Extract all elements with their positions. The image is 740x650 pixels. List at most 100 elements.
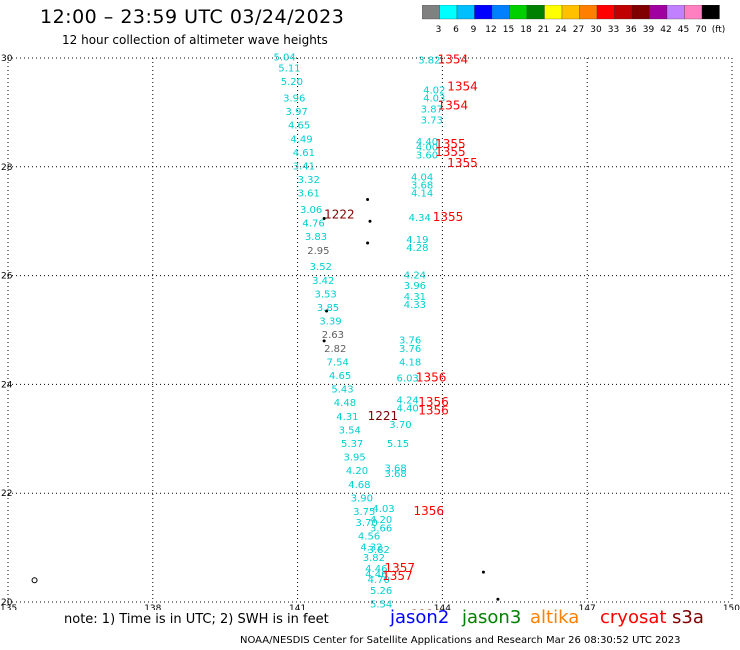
swh-value: 4.20 (370, 515, 392, 526)
x-tick-label: 138 (144, 604, 161, 610)
swh-value: 3.83 (305, 232, 327, 243)
swh-value: 5.04 (273, 53, 295, 64)
satellite-s3a: s3a (672, 607, 704, 628)
island-mark (322, 216, 326, 220)
swh-value: 4.20 (346, 466, 368, 477)
island-mark (496, 597, 500, 601)
pass-id-label: 1354 (438, 99, 469, 113)
swh-value: 3.73 (421, 115, 443, 126)
note-text: note: 1) Time is in UTC; 2) SWH is in fe… (64, 612, 329, 627)
legend-label: 21 (538, 25, 549, 35)
swh-value: 3.06 (300, 205, 322, 216)
pass-id-label: 1357 (382, 569, 413, 583)
swh-value: 4.70 (368, 575, 390, 586)
swh-value: 4.03 (372, 504, 394, 515)
swh-value: 2.63 (322, 330, 344, 341)
swh-value: 4.49 (290, 134, 312, 145)
swh-value: 4.61 (293, 148, 315, 159)
swh-value: 3.75 (353, 507, 375, 518)
y-tick-label: 26 (1, 272, 13, 282)
credit-line: NOAA/NESDIS Center for Satellite Applica… (240, 635, 681, 646)
swh-value: 4.33 (404, 300, 426, 311)
legend-label: 15 (503, 25, 514, 35)
legend-label: 45 (678, 25, 689, 35)
y-tick-label: 20 (1, 598, 13, 608)
swh-value: 3.70 (389, 420, 411, 431)
pass-id-label: 1221 (368, 409, 399, 423)
swh-value: 3.41 (293, 162, 315, 173)
island-mark (368, 219, 372, 223)
legend-label: 39 (643, 25, 655, 35)
swh-value: 3.32 (298, 175, 320, 186)
swh-value: 4.48 (334, 398, 356, 409)
legend-label: 9 (471, 25, 477, 35)
pass-id-label: 1355 (435, 137, 466, 151)
satellite-altika: altika (530, 607, 580, 628)
pass-id-label: 1356 (418, 403, 449, 417)
pass-id-label: 1356 (413, 504, 444, 518)
swh-value: 3.68 (384, 469, 406, 480)
swh-value: 4.65 (329, 371, 351, 382)
island-mark (325, 309, 329, 313)
legend-swatch (701, 5, 720, 20)
x-tick-label: 135 (0, 604, 17, 610)
satellite-jason3: jason3 (462, 607, 522, 628)
swh-value: 4.04 (411, 172, 433, 183)
island-mark (481, 570, 485, 574)
legend-label: 30 (590, 25, 602, 35)
pass-id-label: 1356 (416, 371, 447, 385)
swh-value: 4.68 (348, 480, 370, 491)
pass-id-label: 1222 (324, 207, 355, 221)
swh-value: 4.24 (397, 395, 419, 406)
pass-id-label: 1355 (435, 145, 466, 159)
swh-value: 3.96 (283, 94, 305, 105)
swh-value: 5.20 (281, 77, 303, 88)
legend-label: 36 (625, 25, 637, 35)
swh-value: 3.97 (286, 107, 308, 118)
color-legend: 3 6 9 12 15 18 21 24 27 30 33 36 39 42 45 70 (ft) (422, 5, 726, 35)
chart-subtitle: 12 hour collection of altimeter wave hei… (62, 33, 328, 47)
swh-value: 4.00 (416, 142, 438, 153)
pass-id-label: 1356 (418, 395, 449, 409)
satellite-cryosat: cryosat (600, 607, 667, 628)
swh-value: 7.54 (327, 357, 349, 368)
legend-label: (ft) (712, 25, 726, 35)
swh-value: 4.46 (365, 570, 387, 581)
swh-value: 4.34 (409, 213, 431, 224)
swh-value: 3.85 (317, 303, 339, 314)
swh-value: 3.95 (343, 453, 365, 464)
swh-value: 4.31 (336, 412, 358, 423)
y-tick-label: 28 (1, 163, 13, 173)
swh-value: 6.03 (397, 374, 419, 385)
swh-value: 4.65 (288, 121, 310, 132)
legend-label: 3 (436, 25, 442, 35)
swh-value: 4.02 (423, 85, 445, 96)
swh-value: 3.42 (312, 276, 334, 287)
swh-value: 3.53 (314, 289, 336, 300)
swh-value: 4.24 (404, 270, 426, 281)
swh-value: 2.82 (324, 344, 346, 355)
x-tick-label: 141 (289, 604, 306, 610)
swh-value: 3.60 (416, 151, 438, 162)
pass-id-label: 1355 (433, 210, 464, 224)
swh-value: 4.40 (416, 137, 438, 148)
pass-id-label: 1220 (411, 607, 442, 610)
legend-label: 33 (608, 25, 619, 35)
y-tick-label: 30 (1, 54, 13, 64)
swh-value: 3.52 (310, 262, 332, 273)
swh-value: 4.31 (404, 292, 426, 303)
legend-label: 70 (695, 25, 707, 35)
pass-id-label: 1354 (447, 80, 478, 94)
wave-height-map: 135 138 141 144 147 150 20 22 24 26 28 30 5.045.11 5.… (0, 52, 740, 610)
legend-label: 27 (573, 25, 584, 35)
swh-value: 5.54 (370, 599, 392, 610)
pass-id-label: 1357 (384, 561, 415, 575)
swh-value: 3.68 (384, 463, 406, 474)
swh-value: 4.46 (365, 564, 387, 575)
legend-label: 12 (485, 25, 496, 35)
swh-value: 4.28 (406, 243, 428, 254)
swh-value: 3.70 (356, 518, 378, 529)
swh-value: 4.14 (411, 189, 433, 200)
swh-value: 5.37 (341, 439, 363, 450)
pass-id-label: 1355 (447, 156, 478, 170)
